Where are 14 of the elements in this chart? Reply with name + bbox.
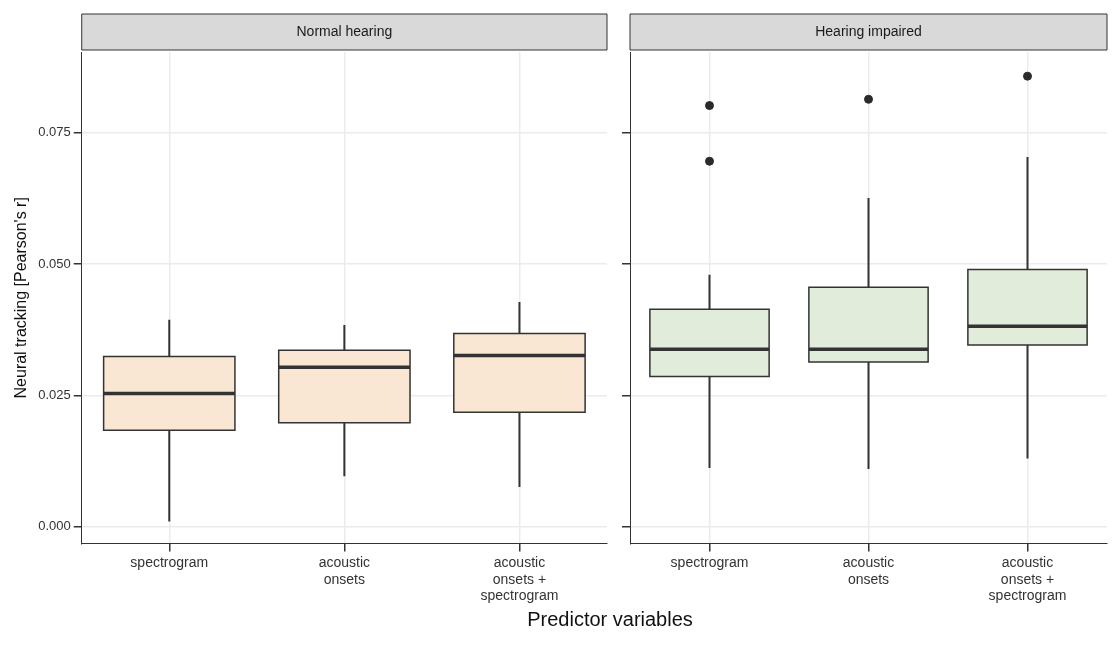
y-tick-label: 0.050: [38, 255, 71, 271]
x-tick-label: acoustic onsets + spectrogram: [988, 553, 1067, 604]
x-axis-title: Predictor variables: [526, 608, 694, 631]
x-tick-label: acoustic onsets: [318, 553, 371, 587]
y-tick-label: 0.000: [38, 518, 71, 534]
chart-title: Normal hearing: [296, 22, 393, 39]
chart-title: Hearing impaired: [815, 22, 922, 39]
x-tick-label: spectrogram: [670, 553, 749, 570]
y-axis-title: Neural tracking [Pearson's r]: [12, 197, 30, 399]
y-tick-label: 0.025: [38, 387, 71, 403]
x-tick-label: acoustic onsets: [842, 553, 895, 587]
x-tick-label: acoustic onsets + spectrogram: [480, 553, 559, 604]
x-tick-label: spectrogram: [130, 553, 209, 570]
y-tick-label: 0.075: [38, 124, 71, 140]
